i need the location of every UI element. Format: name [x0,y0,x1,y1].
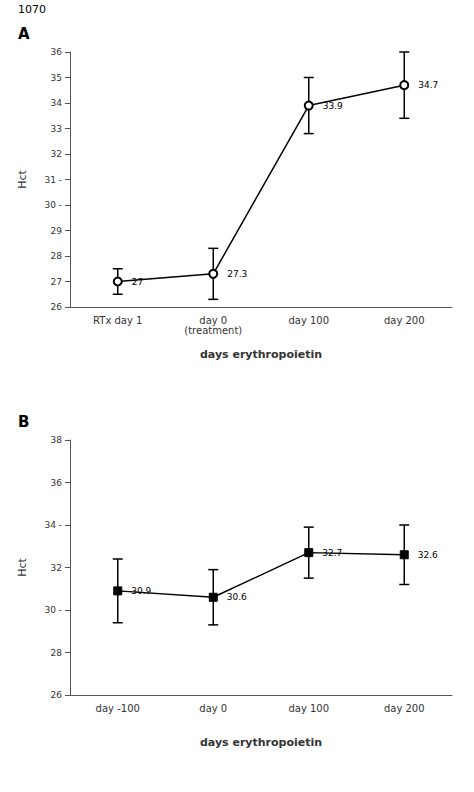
svg-text:(treatment): (treatment) [184,325,242,336]
svg-text:36: 36 [51,47,63,57]
svg-text:29: 29 [51,226,63,236]
svg-text:32.6: 32.6 [418,550,438,560]
svg-text:34: 34 [51,98,63,108]
svg-text:30.6: 30.6 [227,592,247,602]
svg-text:day -100: day -100 [96,703,140,714]
svg-text:day 0: day 0 [199,703,227,714]
svg-text:30 -: 30 - [44,200,62,210]
svg-text:day 100: day 100 [288,703,329,714]
svg-text:30 -: 30 - [44,605,62,615]
svg-text:35: 35 [51,73,62,83]
svg-text:Hct: Hct [16,170,29,189]
svg-text:32: 32 [51,563,62,573]
svg-text:32: 32 [51,149,62,159]
svg-text:28: 28 [51,251,63,261]
svg-text:34 -: 34 - [44,520,62,530]
svg-text:33: 33 [51,124,62,134]
svg-text:31 -: 31 - [44,175,62,185]
svg-text:26: 26 [51,690,63,700]
svg-text:33.9: 33.9 [323,101,343,111]
svg-text:27.3: 27.3 [227,269,247,279]
svg-text:B: B [18,413,29,431]
svg-text:28: 28 [51,648,63,658]
svg-text:34.7: 34.7 [418,80,438,90]
svg-text:27: 27 [132,277,143,287]
svg-text:Hct: Hct [16,558,29,577]
svg-text:day 0: day 0 [199,314,228,326]
svg-text:30.9: 30.9 [131,586,151,596]
svg-text:days erythropoietin: days erythropoietin [200,348,322,361]
svg-text:36: 36 [51,478,63,488]
svg-text:A: A [18,25,30,43]
svg-text:days erythropoietin: days erythropoietin [200,736,322,749]
svg-text:day 200: day 200 [384,315,425,326]
svg-text:day 100: day 100 [288,315,329,326]
svg-text:RTx day 1: RTx day 1 [93,315,142,326]
svg-text:day 200: day 200 [384,703,425,714]
svg-text:38: 38 [51,435,63,445]
svg-text:27: 27 [51,277,62,287]
svg-text:32.7: 32.7 [322,548,342,558]
svg-text:26: 26 [51,302,63,312]
svg-text:1070: 1070 [18,3,46,16]
